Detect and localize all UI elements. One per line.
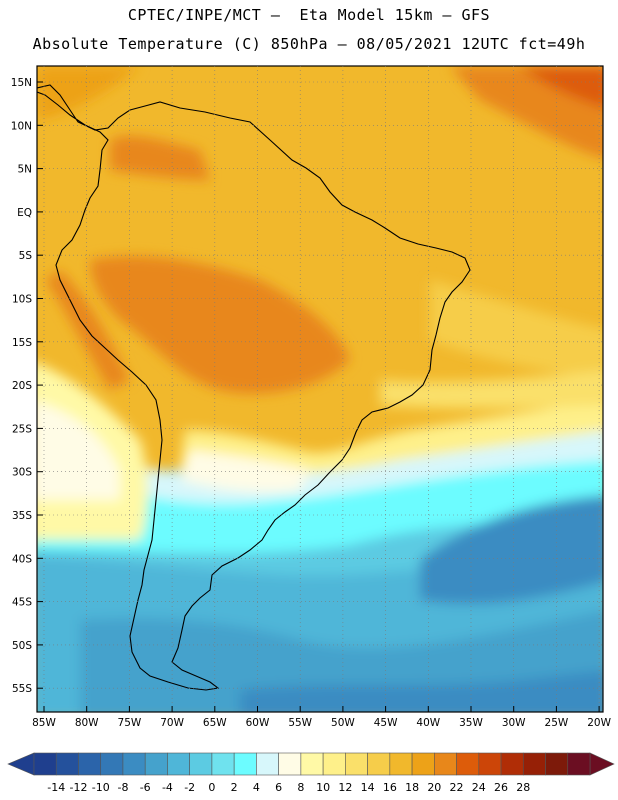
colorbar-label: -10 bbox=[92, 781, 110, 794]
colorbar-swatch bbox=[434, 752, 457, 776]
lat-tick-label: 40S bbox=[12, 553, 32, 565]
colorbar-swatch bbox=[545, 752, 569, 776]
colorbar-swatch bbox=[233, 752, 257, 776]
lat-tick-label: 35S bbox=[12, 510, 32, 522]
colorbar-swatch bbox=[78, 752, 102, 776]
lat-tick-label: EQ bbox=[17, 207, 32, 219]
colorbar-label: 18 bbox=[405, 781, 419, 794]
lat-tick-label: 10S bbox=[12, 294, 32, 306]
lat-tick-label: 10N bbox=[11, 120, 32, 132]
title-line-1: CPTEC/INPE/MCT – Eta Model 15km – GFS bbox=[127, 6, 491, 24]
colorbar-label: 10 bbox=[316, 781, 330, 794]
lon-tick-label: 45W bbox=[374, 717, 398, 729]
colorbar-label: -4 bbox=[162, 781, 173, 794]
colorbar-label: -2 bbox=[184, 781, 195, 794]
colorbar-swatch bbox=[456, 752, 480, 776]
colorbar-swatch bbox=[322, 752, 346, 776]
colorbar-swatch bbox=[411, 752, 435, 776]
temperature-map: 15N 10N 5N EQ 5S 10S 15S 20S 25S 30S 35S 40S 45S 50S 5… bbox=[11, 65, 612, 729]
colorbar-swatch bbox=[256, 752, 279, 776]
lon-tick-label: 60W bbox=[246, 717, 270, 729]
colorbar-swatch bbox=[300, 752, 324, 776]
lat-tick-label: 5S bbox=[19, 250, 33, 262]
lon-tick-label: 40W bbox=[416, 717, 440, 729]
lat-tick-label: 25S bbox=[12, 423, 32, 435]
colorbar-swatch bbox=[100, 752, 124, 776]
lon-tick-label: 30W bbox=[502, 717, 526, 729]
colorbar-label: 26 bbox=[494, 781, 508, 794]
lon-tick-label: 65W bbox=[203, 717, 227, 729]
colorbar-swatch bbox=[567, 752, 591, 776]
map-frame bbox=[36, 65, 604, 713]
south-america-coastline bbox=[37, 84, 471, 691]
colorbar-swatch bbox=[122, 752, 146, 776]
colorbar-swatch bbox=[367, 752, 391, 776]
colorbar-label: 16 bbox=[383, 781, 397, 794]
colorbar-label: 24 bbox=[472, 781, 486, 794]
colorbar-label: 4 bbox=[253, 781, 260, 794]
lat-tick-label: 30S bbox=[12, 467, 32, 479]
colorbar-swatch bbox=[345, 752, 368, 776]
lon-tick-label: 50W bbox=[331, 717, 355, 729]
colorbar-label: -14 bbox=[47, 781, 65, 794]
lat-tick-label: 15N bbox=[11, 77, 32, 89]
lon-tick-label: 80W bbox=[75, 717, 99, 729]
lon-tick-label: 55W bbox=[288, 717, 312, 729]
lon-tick-label: 25W bbox=[545, 717, 569, 729]
colorbar-label: 2 bbox=[231, 781, 238, 794]
colorbar-swatch bbox=[189, 752, 213, 776]
title-line-2: Absolute Temperature (C) 850hPa – 08/05/… bbox=[32, 35, 586, 53]
colorbar-over-arrow bbox=[589, 752, 615, 776]
lon-tick-label: 20W bbox=[587, 717, 611, 729]
colorbar-labels: -14 -12 -10 -8 -6 -4 -2 0 2 4 6 8 10 12 14 16 18 20 22 24 26… bbox=[47, 781, 530, 794]
colorbar-swatch bbox=[33, 752, 57, 776]
colorbar-label: 0 bbox=[208, 781, 215, 794]
lat-tick-label: 55S bbox=[12, 683, 32, 695]
colorbar-label: 8 bbox=[297, 781, 304, 794]
colorbar-label: 20 bbox=[427, 781, 441, 794]
colorbar-swatch bbox=[478, 752, 502, 776]
latitude-labels: 15N 10N 5N EQ 5S 10S 15S 20S 25S 30S 35S 40S 45S 50S 5… bbox=[11, 77, 33, 695]
colorbar-swatch bbox=[278, 752, 302, 776]
lat-tick-label: 5N bbox=[17, 164, 32, 176]
graticule bbox=[37, 66, 603, 712]
colorbar-swatch bbox=[522, 752, 546, 776]
lat-tick-label: 45S bbox=[12, 597, 32, 609]
colorbar-swatch bbox=[500, 752, 524, 776]
colorbar-label: -8 bbox=[117, 781, 128, 794]
colorbar-label: 28 bbox=[516, 781, 530, 794]
lon-tick-label: 75W bbox=[118, 717, 142, 729]
longitude-labels: 85W 80W 75W 70W 65W 60W 55W 50W 45W 40W 35W 30W 25W 2… bbox=[32, 717, 611, 729]
colorbar-boxes bbox=[7, 752, 615, 776]
colorbar-label: -6 bbox=[140, 781, 151, 794]
colorbar-label: 22 bbox=[450, 781, 464, 794]
temperature-field bbox=[37, 66, 603, 712]
lat-tick-label: 50S bbox=[12, 640, 32, 652]
colorbar-swatch bbox=[144, 752, 168, 776]
colorbar-label: 14 bbox=[361, 781, 375, 794]
colorbar: -14 -12 -10 -8 -6 -4 -2 0 2 4 6 8 10 12 14 16 18 20 22 24 26… bbox=[7, 752, 615, 794]
colorbar-swatch bbox=[55, 752, 79, 776]
colorbar-under-arrow bbox=[7, 752, 35, 776]
lat-tick-label: 15S bbox=[12, 337, 32, 349]
colorbar-swatch bbox=[211, 752, 235, 776]
colorbar-label: -12 bbox=[69, 781, 87, 794]
lat-tick-label: 20S bbox=[12, 380, 32, 392]
colorbar-swatch bbox=[389, 752, 413, 776]
colorbar-swatch bbox=[167, 752, 190, 776]
lon-tick-label: 70W bbox=[160, 717, 184, 729]
colorbar-label: 6 bbox=[275, 781, 282, 794]
lon-tick-label: 35W bbox=[459, 717, 483, 729]
colorbar-label: 12 bbox=[338, 781, 352, 794]
lon-tick-label: 85W bbox=[32, 717, 56, 729]
